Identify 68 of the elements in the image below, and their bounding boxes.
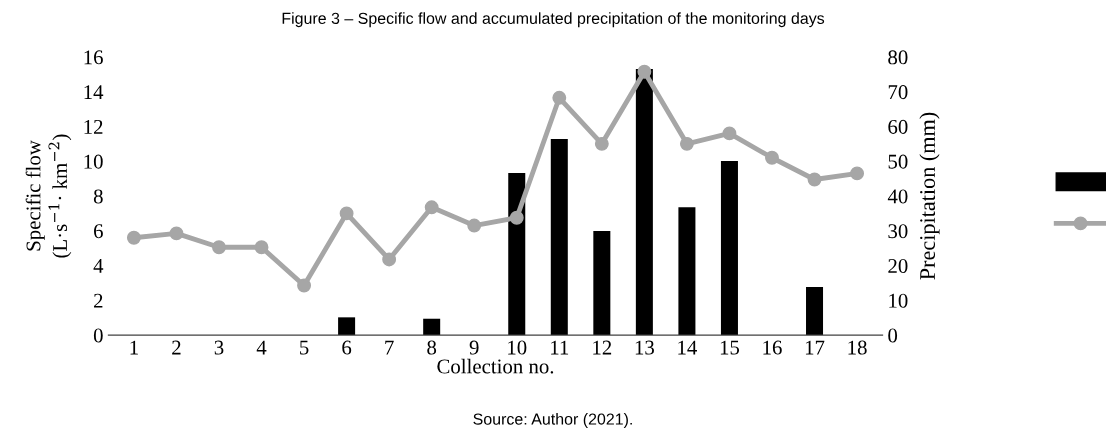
x-tick-label: 9 [469,340,479,355]
y2-tick-label: 40 [887,189,908,204]
x-tick-label: 4 [256,340,267,355]
point [765,150,779,165]
y-tick-label: 0 [93,328,103,343]
point [807,172,822,187]
y-axis-title: Specific flow (L·s$^{−1}$· km$^{−2}$) [25,134,72,258]
bar [338,317,356,336]
x-tick-label: 8 [427,340,437,355]
y-tick-label: 16 [84,50,103,65]
point [212,240,226,255]
x-tick-label: 11 [551,340,569,355]
x-tick-label: 3 [214,340,224,355]
bar [635,69,653,336]
point [509,210,524,225]
x-tick-label: 1 [130,340,138,355]
x-tick-label: 17 [805,340,825,355]
source-note: Source: Author (2021). [473,413,632,428]
x-tick-label: 7 [385,340,394,355]
y-tick-label: 2 [94,293,103,308]
y2-axis-title: Precipitation (mm) [919,112,940,280]
point [339,206,354,221]
x-tick-label: 2 [172,340,181,355]
y2-tick-label: 20 [888,258,908,273]
bar [508,173,526,336]
point [126,230,141,245]
point [722,126,737,141]
y2-tick-label: 50 [888,154,908,169]
point [382,252,397,267]
x-tick-label: 18 [848,340,867,355]
y-tick-label: 10 [84,154,103,169]
y-tick-label: 6 [94,224,103,239]
bar [678,207,696,336]
y-tick-label: 14 [84,85,104,99]
point [637,64,652,79]
y-tick-label: 12 [84,119,103,134]
point [424,200,439,215]
chart-title: Figure 3 – Specific flow and accumulated precipitation of the monitoring days [282,12,825,28]
bar [593,231,611,336]
x-tick-label: 15 [720,340,740,355]
y2-tick-label: 80 [888,50,908,65]
point [679,136,694,151]
x-tick-label: 13 [635,340,654,355]
bar [806,287,824,336]
point [552,90,567,105]
bar [423,318,441,336]
x-tick-label: 10 [508,340,527,355]
y-tick-label: 4 [93,259,104,273]
x-tick-label: 5 [300,340,309,355]
point [850,166,865,181]
x-tick-label: 16 [763,340,782,355]
point [254,240,269,255]
y2-tick-label: 70 [888,85,908,100]
bar [550,138,568,336]
x-tick-label: 6 [342,340,352,355]
y2-tick-label: 10 [889,293,908,308]
bar [720,160,738,336]
point [297,278,312,293]
y-tick-label: 8 [93,189,103,204]
y2-tick-label: 0 [888,328,898,343]
x-tick-label: 14 [678,340,697,355]
y2-tick-label: 30 [888,224,908,239]
x-axis-title: Collection no. [437,358,554,374]
point [467,218,482,233]
y2-tick-label: 60 [888,119,908,134]
point [169,226,184,241]
point [594,136,609,151]
x-tick-label: 12 [593,340,612,355]
